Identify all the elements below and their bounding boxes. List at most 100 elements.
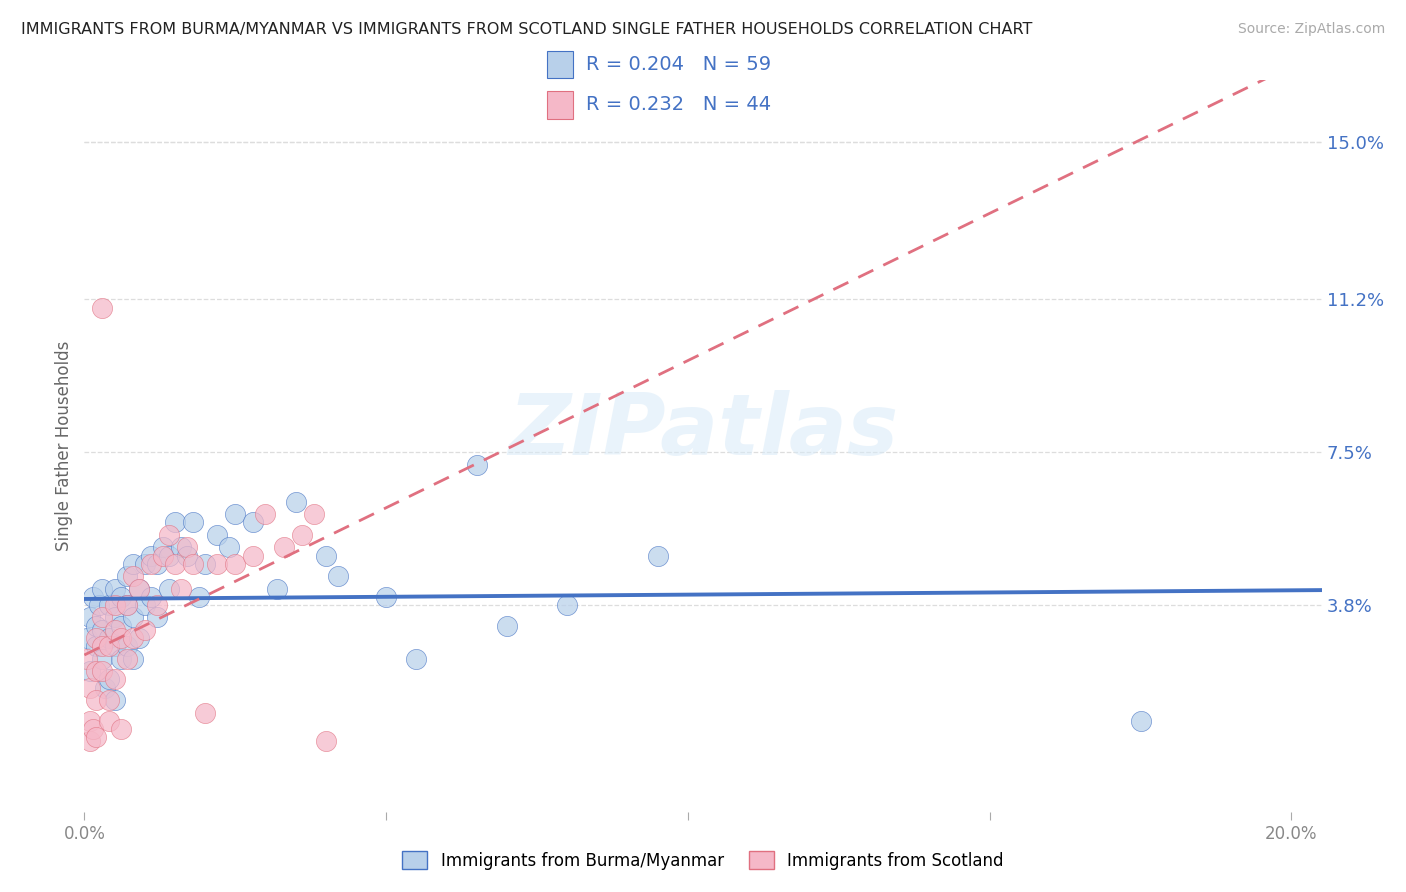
Point: [82, 722, 104, 736]
Point: [555, 598, 578, 612]
Point: [128, 582, 150, 596]
Point: [115, 652, 138, 666]
Point: [205, 557, 228, 571]
Point: [121, 557, 143, 571]
Point: [121, 569, 143, 583]
Bar: [547, 91, 574, 120]
Point: [465, 458, 488, 472]
Point: [110, 619, 132, 633]
Point: [103, 693, 125, 707]
Point: [176, 541, 198, 555]
Point: [97, 673, 120, 687]
Point: [110, 590, 132, 604]
Point: [139, 557, 162, 571]
Point: [176, 549, 198, 563]
Point: [86, 640, 108, 654]
Point: [89, 598, 111, 612]
Point: [647, 549, 669, 563]
Point: [110, 631, 132, 645]
Point: [115, 598, 138, 612]
Point: [146, 610, 169, 624]
Text: ZIPatlas: ZIPatlas: [508, 390, 898, 473]
Point: [194, 706, 217, 720]
Point: [181, 516, 204, 530]
Point: [170, 582, 193, 596]
Point: [86, 693, 108, 707]
Point: [134, 557, 156, 571]
Point: [91, 610, 114, 624]
Point: [128, 631, 150, 645]
Point: [121, 652, 143, 666]
Point: [91, 640, 114, 654]
Point: [157, 528, 180, 542]
Point: [157, 549, 180, 563]
Point: [266, 582, 288, 596]
Point: [79, 714, 101, 728]
Point: [94, 681, 117, 695]
Point: [254, 507, 277, 521]
Point: [375, 590, 398, 604]
Point: [181, 557, 204, 571]
Point: [291, 528, 314, 542]
Point: [91, 623, 114, 637]
Point: [97, 693, 120, 707]
Point: [86, 619, 108, 633]
Point: [97, 631, 120, 645]
Point: [76, 631, 98, 645]
Point: [152, 541, 174, 555]
Point: [163, 516, 186, 530]
Point: [139, 590, 162, 604]
Point: [157, 582, 180, 596]
Point: [218, 541, 240, 555]
Point: [134, 598, 156, 612]
Point: [103, 640, 125, 654]
Point: [115, 569, 138, 583]
Point: [139, 549, 162, 563]
Point: [188, 590, 211, 604]
Point: [134, 623, 156, 637]
Point: [86, 631, 108, 645]
Point: [224, 557, 246, 571]
Text: R = 0.232   N = 44: R = 0.232 N = 44: [586, 95, 770, 114]
Point: [115, 598, 138, 612]
Point: [103, 673, 125, 687]
Point: [315, 734, 337, 748]
Point: [79, 681, 101, 695]
Point: [91, 301, 114, 315]
Point: [91, 664, 114, 678]
Point: [128, 582, 150, 596]
Point: [405, 652, 427, 666]
Point: [115, 640, 138, 654]
Point: [103, 610, 125, 624]
Point: [146, 557, 169, 571]
Point: [79, 610, 101, 624]
Point: [152, 549, 174, 563]
Point: [146, 598, 169, 612]
Point: [121, 631, 143, 645]
Bar: [547, 51, 574, 78]
Point: [82, 590, 104, 604]
Y-axis label: Single Father Households: Single Father Households: [55, 341, 73, 551]
Legend: Immigrants from Burma/Myanmar, Immigrants from Scotland: Immigrants from Burma/Myanmar, Immigrant…: [395, 845, 1011, 877]
Point: [205, 528, 228, 542]
Text: R = 0.204   N = 59: R = 0.204 N = 59: [586, 55, 770, 74]
Point: [315, 549, 337, 563]
Point: [110, 652, 132, 666]
Point: [163, 557, 186, 571]
Point: [91, 652, 114, 666]
Point: [170, 541, 193, 555]
Point: [110, 722, 132, 736]
Text: IMMIGRANTS FROM BURMA/MYANMAR VS IMMIGRANTS FROM SCOTLAND SINGLE FATHER HOUSEHOL: IMMIGRANTS FROM BURMA/MYANMAR VS IMMIGRA…: [21, 22, 1032, 37]
Point: [1129, 714, 1152, 728]
Point: [224, 507, 246, 521]
Point: [194, 557, 217, 571]
Point: [86, 731, 108, 745]
Point: [242, 516, 264, 530]
Point: [284, 495, 307, 509]
Point: [121, 610, 143, 624]
Point: [103, 623, 125, 637]
Point: [242, 549, 264, 563]
Point: [273, 541, 295, 555]
Point: [79, 664, 101, 678]
Point: [97, 714, 120, 728]
